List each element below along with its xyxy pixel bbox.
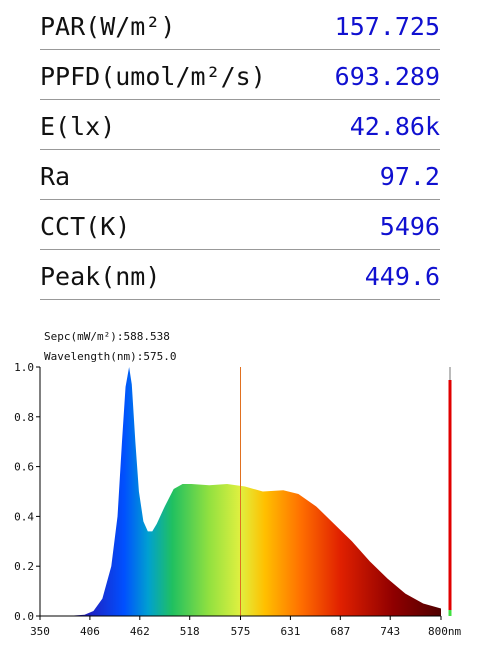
row-label: PPFD(umol/m²/s) [40,62,266,91]
y-tick-label: 0.0 [14,610,34,623]
y-tick-label: 0.6 [14,461,34,474]
y-tick-label: 0.2 [14,560,34,573]
row-value: 693.289 [335,62,440,91]
row-value: 42.86k [350,112,440,141]
y-tick-label: 0.8 [14,411,34,424]
x-tick-label: 743 [380,625,400,638]
row-value: 449.6 [365,262,440,291]
row-value: 5496 [380,212,440,241]
x-tick-label: 687 [330,625,350,638]
row-label: Peak(nm) [40,262,160,291]
row-value: 157.725 [335,12,440,41]
x-tick-label: 462 [130,625,150,638]
y-tick-label: 1.0 [14,361,34,374]
x-tick-label: 575 [231,625,251,638]
annotation: Sepc(mW/m²):588.538 [44,330,170,343]
x-tick-label: 350 [30,625,50,638]
row-label: CCT(K) [40,212,130,241]
row-label: E(lx) [40,112,115,141]
row-label: Ra [40,162,70,191]
x-tick-label: 800nm [428,625,461,638]
row-value: 97.2 [380,162,440,191]
x-tick-label: 518 [180,625,200,638]
x-tick-label: 406 [80,625,100,638]
row-label: PAR(W/m²) [40,12,175,41]
y-tick-label: 0.4 [14,510,34,523]
annotation: Wavelength(nm):575.0 [44,350,176,363]
x-tick-label: 631 [280,625,300,638]
